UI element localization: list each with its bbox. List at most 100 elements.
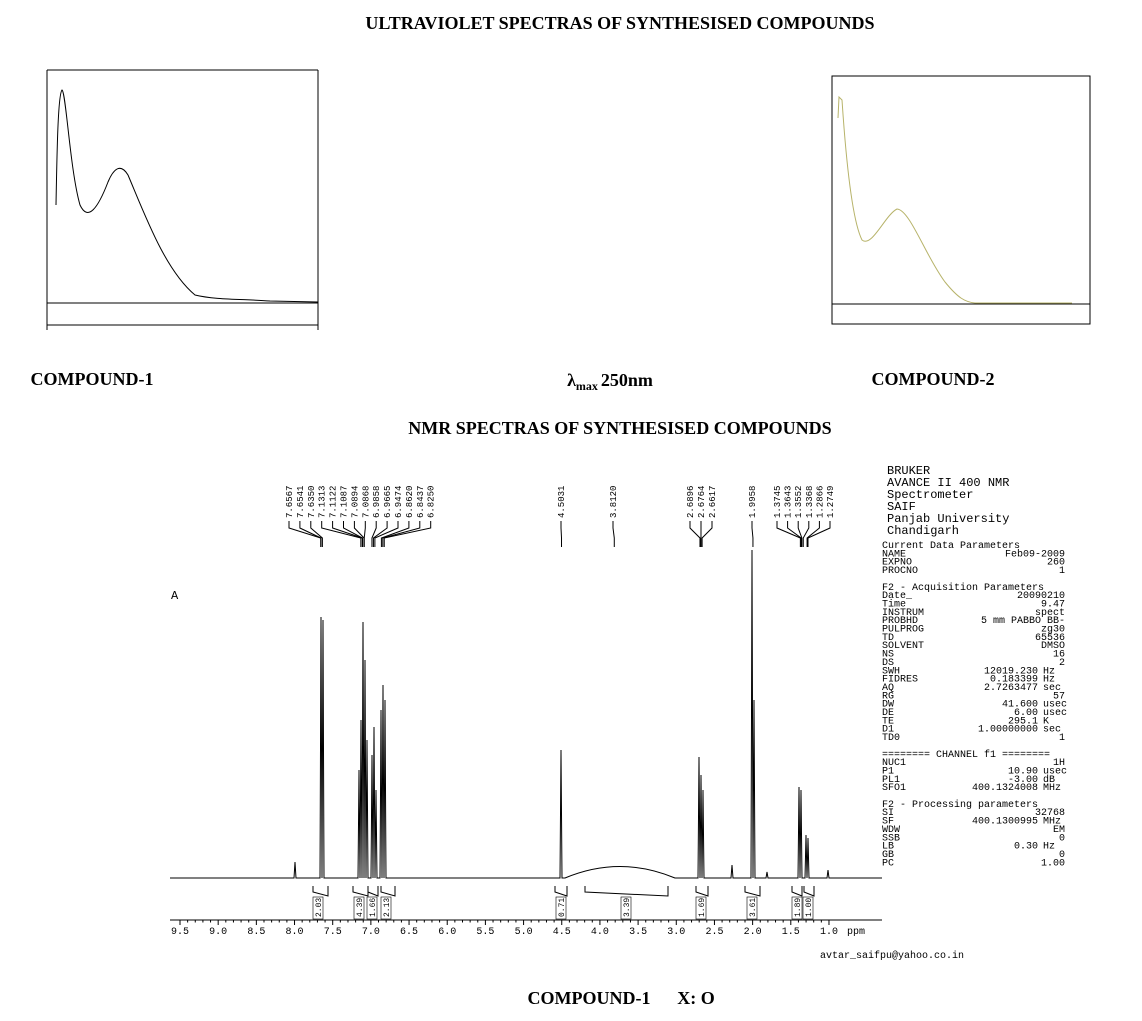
axis-tick-label: 8.5 [247, 927, 265, 938]
param-value: 10.90 [1008, 766, 1038, 777]
param-value: 1H [1053, 758, 1065, 769]
lambda-sub: max [576, 379, 598, 393]
section-title: Current Data Parameters [882, 541, 1020, 552]
integral-label: 1.66 [369, 898, 378, 917]
param-unit: sec [1043, 725, 1061, 736]
integral-box [353, 896, 365, 920]
integral-box [312, 896, 324, 920]
param-key: PL1 [882, 775, 900, 786]
peak-connector [343, 521, 364, 547]
axis-tick-label: 2.5 [705, 927, 723, 938]
integral-bracket [554, 886, 568, 897]
param-key: INSTRUM [882, 608, 924, 619]
param-key: SI [882, 808, 894, 819]
peak-label: 1.3552 [794, 486, 804, 518]
lambda-symbol: λ [567, 370, 576, 390]
caption-substituent: X: O [677, 988, 715, 1008]
axis-tick-label: 9.0 [209, 927, 227, 938]
peak-label: 6.8250 [427, 486, 437, 518]
peak-label: 7.0894 [350, 486, 360, 518]
peak-label: 6.9474 [394, 486, 404, 518]
peak-label: 7.1313 [318, 486, 328, 518]
param-value: zg30 [1041, 625, 1065, 636]
integral-bracket [744, 886, 761, 897]
param-value: 57 [1053, 691, 1065, 702]
integral-label: 1.00 [805, 898, 814, 917]
instrument-line: AVANCE II 400 NMR [887, 476, 1009, 490]
integral-bracket [584, 886, 669, 897]
email: avtar_saifpu@yahoo.co.in [820, 950, 964, 962]
param-key: DS [882, 658, 894, 669]
peak-label: 6.9665 [383, 486, 393, 518]
panel-label: A [171, 589, 179, 603]
peak-label: 4.5031 [557, 486, 567, 518]
integral-box [620, 896, 632, 920]
axis-tick-label: 6.0 [438, 927, 456, 938]
param-value: 5 mm PABBO BB- [981, 616, 1065, 627]
param-key: Time [882, 598, 906, 610]
peak-connector [310, 521, 323, 547]
param-value: 16 [1053, 650, 1065, 661]
instrument-line: Panjab University [887, 512, 1009, 526]
integral-label: 3.61 [749, 898, 758, 917]
param-unit: MHz [1043, 817, 1061, 828]
param-key: GB [882, 850, 894, 861]
axis-tick-label: 2.0 [744, 927, 762, 938]
peak-label: 3.8120 [609, 486, 619, 518]
param-value: 400.1324008 [972, 783, 1038, 794]
axis-tick-label: 7.5 [324, 927, 342, 938]
param-key: SF [882, 817, 894, 828]
param-key: WDW [882, 825, 900, 836]
axis-tick-label: 4.5 [553, 927, 571, 938]
integral-bracket [380, 886, 396, 897]
integral-label: 4.39 [356, 898, 365, 917]
param-key: SFO1 [882, 783, 906, 794]
param-key: NS [882, 650, 894, 661]
axis-tick-label: 3.5 [629, 927, 647, 938]
peak-connector [776, 521, 801, 547]
integral-box [695, 896, 707, 920]
integral-label: 2.03 [315, 898, 324, 917]
param-value: DMSO [1041, 641, 1065, 652]
param-key: EXPNO [882, 558, 912, 569]
section-title: F2 - Acquisition Parameters [882, 582, 1044, 594]
param-key: PULPROG [882, 625, 924, 636]
param-key: TE [882, 716, 894, 727]
peak-label: 2.6896 [686, 486, 696, 518]
param-value: 41.600 [1002, 700, 1038, 711]
axis-tick-label: 1.5 [782, 927, 800, 938]
peak-label: 6.9858 [372, 486, 382, 518]
param-value: 65536 [1035, 633, 1065, 644]
integral-bracket [791, 886, 803, 897]
instrument-line: BRUKER [887, 464, 930, 478]
peak-connector [797, 521, 803, 547]
integral-label: 1.89 [794, 898, 803, 917]
param-unit: dB [1043, 774, 1055, 786]
param-unit: Hz [1043, 842, 1055, 853]
peak-label: 7.6350 [307, 486, 317, 518]
integral-box [802, 896, 814, 920]
integral-box [746, 896, 758, 920]
peak-label: 6.8437 [416, 486, 426, 518]
peak-label: 1.2749 [826, 486, 836, 518]
param-unit: usec [1043, 700, 1067, 711]
param-unit: K [1043, 716, 1049, 727]
peak-connector [363, 521, 366, 547]
axis-tick-label: 6.5 [400, 927, 418, 938]
param-value: 0 [1059, 833, 1065, 844]
param-value: 20090210 [1017, 591, 1065, 602]
uv-plot-2 [831, 75, 1091, 325]
integral-bracket [695, 886, 709, 897]
integral-label: 1.69 [698, 898, 707, 917]
param-value: 9.47 [1041, 599, 1065, 610]
param-key: RG [882, 691, 894, 702]
peak-connector [380, 521, 410, 547]
param-value: 400.1300995 [972, 817, 1038, 828]
axis-tick-label: 3.0 [667, 927, 685, 938]
param-value: Feb09-2009 [1005, 548, 1065, 560]
param-key: NUC1 [882, 758, 906, 769]
param-key: Date_ [882, 591, 913, 602]
peak-connector [701, 521, 713, 547]
